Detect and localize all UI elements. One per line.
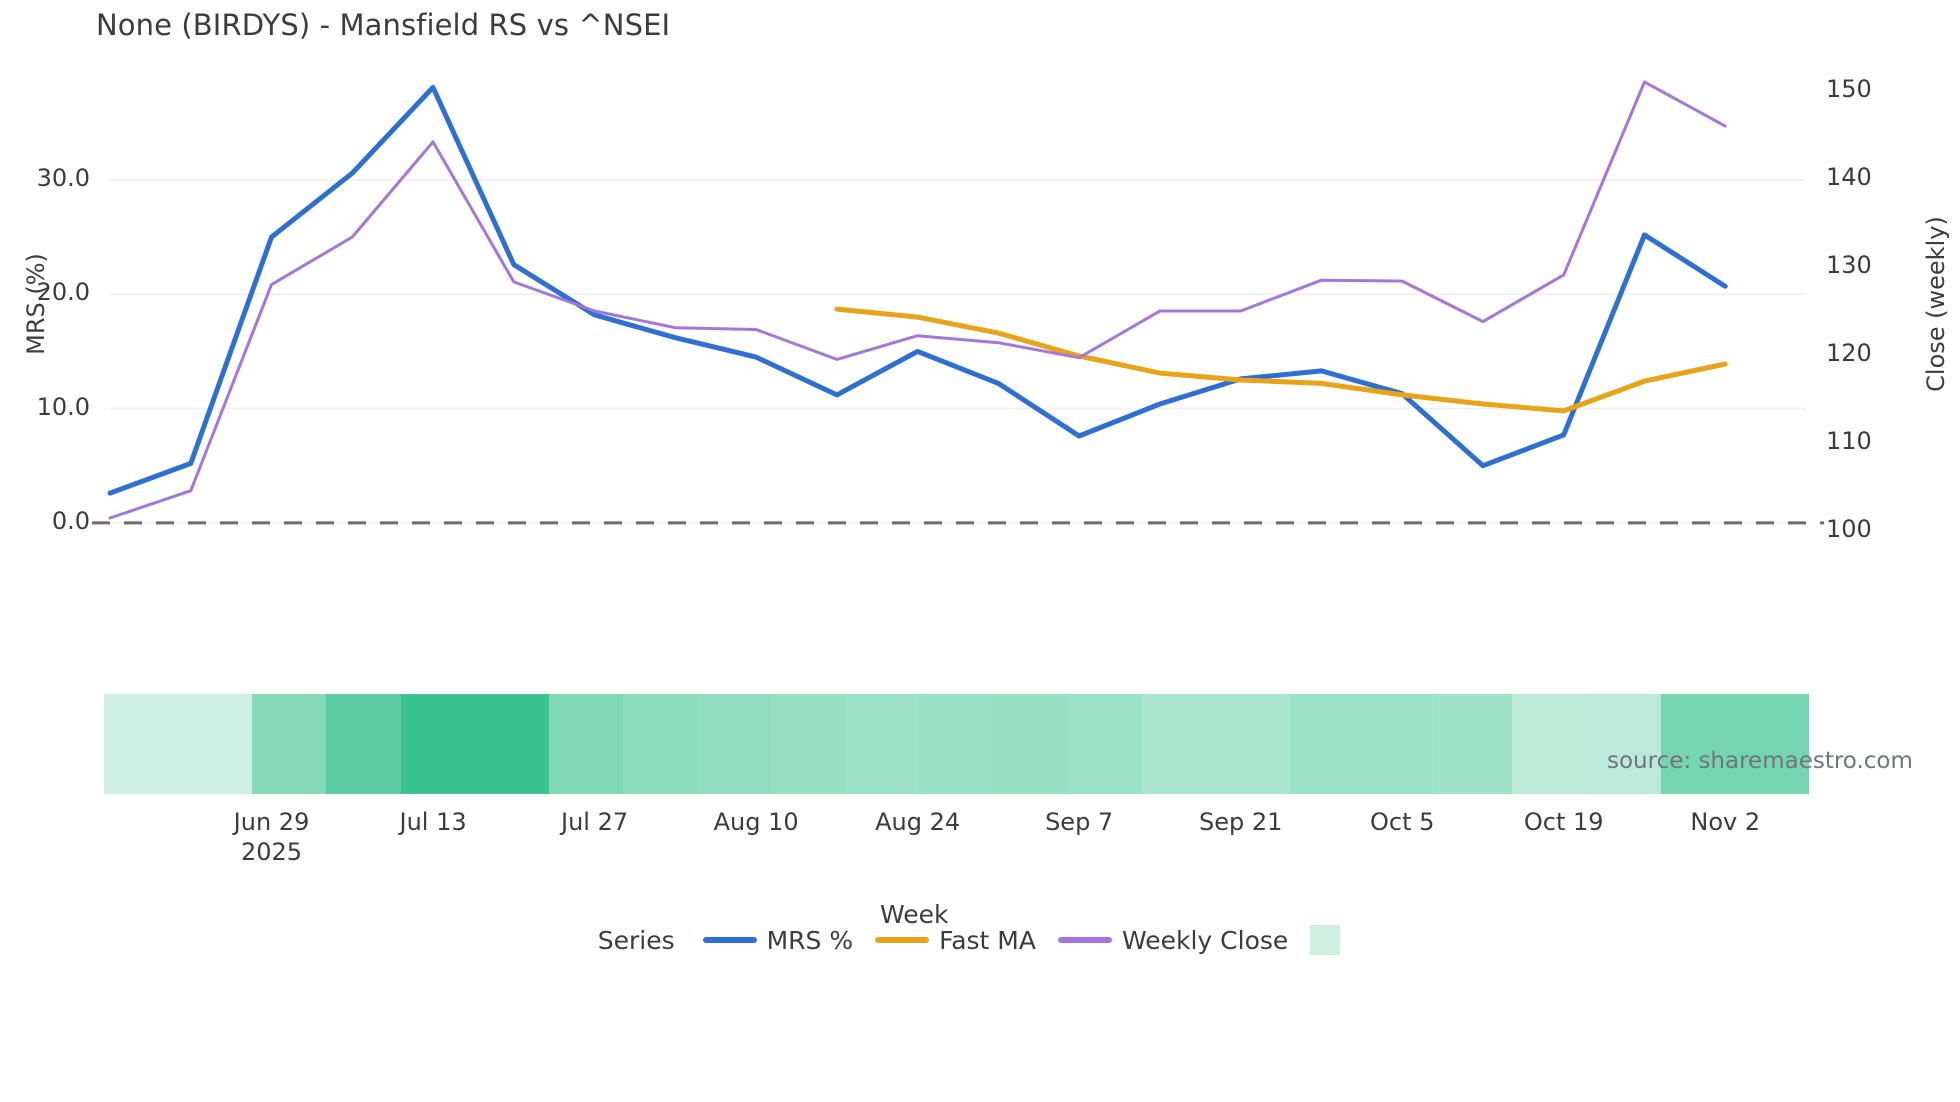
y-tick-left: 10.0 (36, 392, 90, 421)
heatmap-cell (104, 694, 179, 794)
x-tick: Sep 7 (1045, 808, 1114, 836)
legend-line-swatch-icon (1057, 937, 1112, 943)
heatmap-cell (845, 694, 920, 794)
x-tick-sublabel: 2025 (240, 838, 303, 866)
heatmap-cell (1067, 694, 1142, 794)
heatmap-cell (1660, 694, 1735, 794)
x-tick: Nov 2 (1690, 808, 1761, 836)
legend-item-heatmap[interactable] (1310, 925, 1341, 955)
heatmap-cell (1215, 694, 1290, 794)
legend-item-mrs[interactable]: MRS % (702, 925, 854, 955)
legend: Series MRS % Fast MA Weekly Close (0, 925, 1960, 955)
series-line-weekly-close (108, 80, 1727, 520)
heatmap-cell (919, 694, 994, 794)
heatmap-cell (1290, 694, 1365, 794)
y-tick-right: 130 (1826, 250, 1872, 279)
heatmap-cell (400, 694, 475, 794)
x-tick: Sep 21 (1198, 808, 1283, 836)
heatmap-cell (1364, 694, 1439, 794)
heatmap-cell (771, 694, 846, 794)
x-tick: Aug 10 (713, 808, 799, 836)
y-axis-right-title: Close (weekly) (1922, 216, 1950, 392)
x-tick: Oct 19 (1523, 808, 1604, 836)
legend-title: Series (597, 925, 675, 955)
heatmap-cell (1512, 694, 1587, 794)
legend-line-swatch-icon (875, 937, 930, 943)
heatmap-cell (1734, 694, 1809, 794)
legend-item-label: Weekly Close (1121, 925, 1289, 955)
heatmap-cell (548, 694, 623, 794)
heatmap-cell (622, 694, 697, 794)
y-tick-right: 120 (1826, 339, 1872, 368)
heatmap-cell (1586, 694, 1661, 794)
x-tick: Jun 29 2025 (192, 808, 352, 866)
heatmap-cell (697, 694, 772, 794)
legend-item-fast-ma[interactable]: Fast MA (875, 926, 1036, 955)
x-tick: Jul 13 (399, 808, 467, 836)
y-tick-right: 150 (1826, 74, 1872, 103)
y-tick-right: 140 (1826, 162, 1872, 191)
y-tick-right: 100 (1826, 515, 1872, 544)
legend-heatmap-swatch-icon (1310, 925, 1341, 955)
x-tick: Jul 27 (561, 808, 629, 836)
heatmap-cell (474, 694, 549, 794)
source-watermark: source: sharemaestro.com (1607, 748, 1913, 774)
x-axis-title: Week (880, 900, 949, 929)
chart-title: None (BIRDYS) - Mansfield RS vs ^NSEI (96, 8, 671, 42)
heatmap-cell (252, 694, 327, 794)
y-tick-left: 20.0 (36, 278, 90, 307)
weekly-strength-heatmap (104, 694, 1809, 794)
heatmap-cell (178, 694, 253, 794)
heatmap-cell (993, 694, 1068, 794)
x-tick: Oct 5 (1369, 808, 1435, 836)
heatmap-cell (1141, 694, 1216, 794)
legend-item-label: MRS % (766, 925, 854, 955)
legend-item-label: Fast MA (939, 925, 1036, 955)
legend-line-swatch-icon (702, 937, 757, 943)
heatmap-cell (1438, 694, 1513, 794)
series-line-fast-ma (834, 306, 1728, 414)
legend-item-weekly-close[interactable]: Weekly Close (1057, 925, 1289, 955)
y-tick-left: 0.0 (51, 506, 90, 535)
series-line-mrs (107, 84, 1728, 496)
x-tick: Aug 24 (875, 808, 961, 836)
heatmap-cell (326, 694, 401, 794)
y-tick-right: 110 (1826, 427, 1872, 456)
y-tick-left: 30.0 (36, 164, 90, 192)
